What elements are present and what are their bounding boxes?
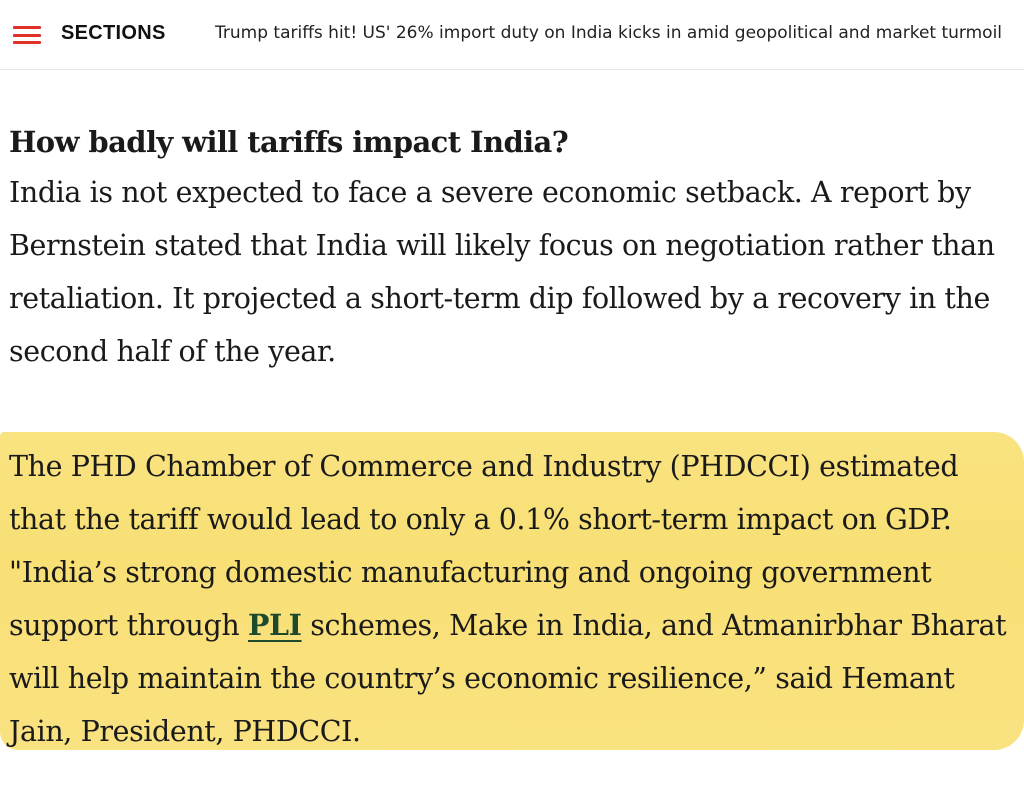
paragraph-phdcci-estimate: The PHD Chamber of Commerce and Industry…	[9, 440, 1019, 758]
quote-text-part1: The PHD Chamber of Commerce and Industry…	[9, 450, 959, 642]
paragraph-bernstein-report: India is not expected to face a severe e…	[9, 176, 995, 368]
top-navigation-bar: SECTIONS Trump tariffs hit! US' 26% impo…	[0, 0, 1024, 70]
pli-link[interactable]: PLI	[247, 608, 302, 642]
highlighted-quote-block: The PHD Chamber of Commerce and Industry…	[0, 432, 1024, 750]
section-subheading: How badly will tariffs impact India?	[9, 125, 569, 159]
sections-label[interactable]: SECTIONS	[61, 22, 166, 44]
hamburger-menu-icon[interactable]	[13, 26, 41, 44]
yellow-highlight	[0, 432, 1024, 750]
article-headline-link[interactable]: Trump tariffs hit! US' 26% import duty o…	[215, 23, 1003, 43]
quote-text-part2: schemes, Make in India, and Atmanirbhar …	[9, 609, 1007, 748]
article-body: How badly will tariffs impact India? Ind…	[9, 118, 1019, 378]
